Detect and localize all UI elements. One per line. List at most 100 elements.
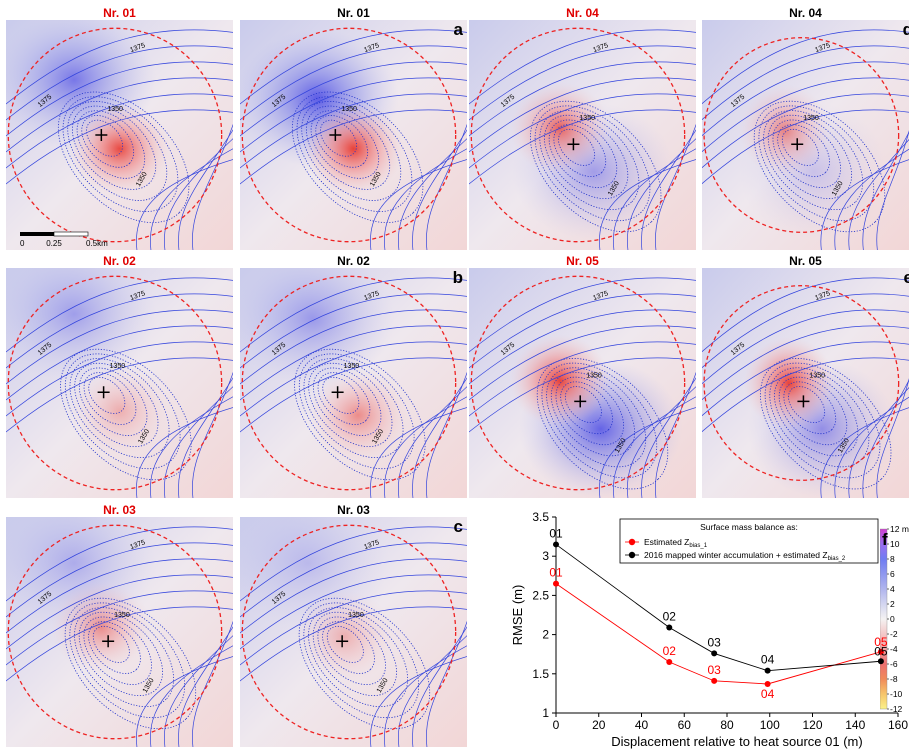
- data-point: [764, 667, 771, 674]
- contour-label-1375: 1375: [592, 42, 609, 54]
- colorbar-label: -12: [890, 704, 903, 714]
- contour-line: [192, 620, 233, 747]
- rmse-chart: 0 20 40 60 80 100 120 140 160 1 1.5 2 2.5 3 3.5 Displac…: [500, 505, 909, 750]
- point-label: 02: [663, 644, 677, 658]
- contour-line-dotted: [64, 353, 181, 470]
- y-tick-label: 1: [542, 706, 549, 720]
- contour-line: [641, 377, 696, 498]
- contour-line: [820, 407, 909, 498]
- contour-line: [6, 574, 233, 650]
- point-label: 03: [707, 635, 721, 649]
- heat-source-marker: [797, 395, 810, 408]
- contour-line: [613, 396, 696, 498]
- contour-line: [702, 77, 909, 153]
- contour-line: [240, 542, 467, 618]
- contour-line: [370, 159, 467, 250]
- x-tick-label: 100: [760, 718, 780, 732]
- heat-source-marker: [329, 129, 342, 141]
- data-point: [666, 659, 673, 666]
- contour-line-dotted: [774, 372, 859, 457]
- contour-line: [702, 45, 909, 121]
- heat-source-marker: [331, 386, 344, 399]
- contour-line: [412, 129, 467, 250]
- x-tick-label: 140: [845, 718, 865, 732]
- data-point: [553, 580, 559, 587]
- contour-line: [240, 526, 467, 602]
- contour-line: [6, 526, 233, 602]
- map-image: 1375 1375 1350 1350: [469, 268, 696, 498]
- contour-line-dotted: [541, 362, 658, 479]
- contour-label-1375: 1375: [363, 42, 380, 54]
- panel-letter: a: [453, 20, 463, 39]
- positive-anomaly: [51, 581, 152, 674]
- solid-contours: [240, 526, 467, 747]
- point-label: 05: [874, 635, 888, 649]
- contour-line-dotted: [305, 105, 391, 190]
- contour-line-dotted: [71, 105, 157, 190]
- contour-line-dotted: [298, 353, 415, 470]
- colorbar-label: 12 m: [890, 525, 909, 534]
- contour-label-1350: 1350: [341, 106, 357, 113]
- contour-label-1350: 1350: [348, 612, 364, 619]
- contour-line-dotted: [301, 100, 402, 201]
- dotted-contours: [294, 348, 426, 481]
- data-point: [553, 541, 559, 548]
- panel-title: Nr. 05: [566, 254, 599, 268]
- contour-line-dotted: [86, 119, 123, 157]
- contour-line: [469, 357, 696, 433]
- contour-line: [599, 407, 696, 498]
- contour-line: [240, 277, 467, 353]
- contour-line: [178, 626, 233, 747]
- map-panel-nr04-d: Nr. 04 1375 1375 1350 1350 d: [702, 6, 909, 251]
- contour-line: [862, 131, 909, 250]
- point-label: 05: [874, 644, 888, 658]
- contour-line-dotted: [92, 625, 130, 663]
- panel-title: Nr. 05: [789, 254, 822, 268]
- contour-label-1375: 1375: [129, 290, 146, 302]
- data-point: [764, 680, 771, 687]
- contour-line: [240, 309, 467, 385]
- contour-line: [384, 396, 467, 498]
- contour-line-dotted: [778, 376, 848, 446]
- contour-line: [6, 325, 233, 401]
- contour-line-dotted: [88, 621, 141, 674]
- contour-line-dotted: [76, 110, 146, 179]
- contour-label-1350: 1350: [803, 115, 819, 122]
- colorbar: 12 m 10 8 6 4 2 0 -2 -4 -6 -8 -10 -12: [879, 524, 909, 715]
- contour-line: [469, 325, 696, 401]
- point-label: 03: [707, 663, 721, 677]
- contour-line: [469, 93, 696, 169]
- contour-line: [820, 159, 909, 250]
- contour-line: [192, 123, 233, 250]
- contour-line: [240, 574, 467, 650]
- contour-line: [136, 407, 233, 498]
- panel-title: Nr. 04: [566, 6, 599, 20]
- point-label: 01: [549, 526, 563, 540]
- panel-title: Nr. 02: [337, 254, 370, 268]
- heat-source-boundary: [241, 27, 457, 243]
- colorbar-label: 10: [890, 539, 900, 549]
- contour-line: [702, 325, 909, 401]
- contour-line: [469, 109, 696, 185]
- solid-contours: [469, 29, 696, 250]
- positive-anomaly: [739, 84, 831, 177]
- contour-line: [164, 138, 233, 250]
- contour-line: [426, 123, 467, 250]
- heat-source-marker: [791, 138, 804, 151]
- contour-line: [702, 341, 909, 417]
- contour-line: [136, 656, 233, 747]
- contour-line: [164, 635, 233, 747]
- panel-title: Nr. 03: [103, 503, 136, 517]
- contour-label-1375: 1375: [129, 539, 146, 551]
- map-panel-nr05-e: Nr. 05 1375 1375 1350 1350 e: [702, 254, 909, 499]
- positive-anomaly: [69, 102, 170, 195]
- contour-line: [150, 148, 233, 250]
- contour-line: [702, 93, 909, 169]
- contour-label-1375: 1375: [814, 290, 831, 302]
- contour-line-dotted: [753, 100, 886, 233]
- map-image: 1375 1375 1350 1350: [702, 20, 909, 250]
